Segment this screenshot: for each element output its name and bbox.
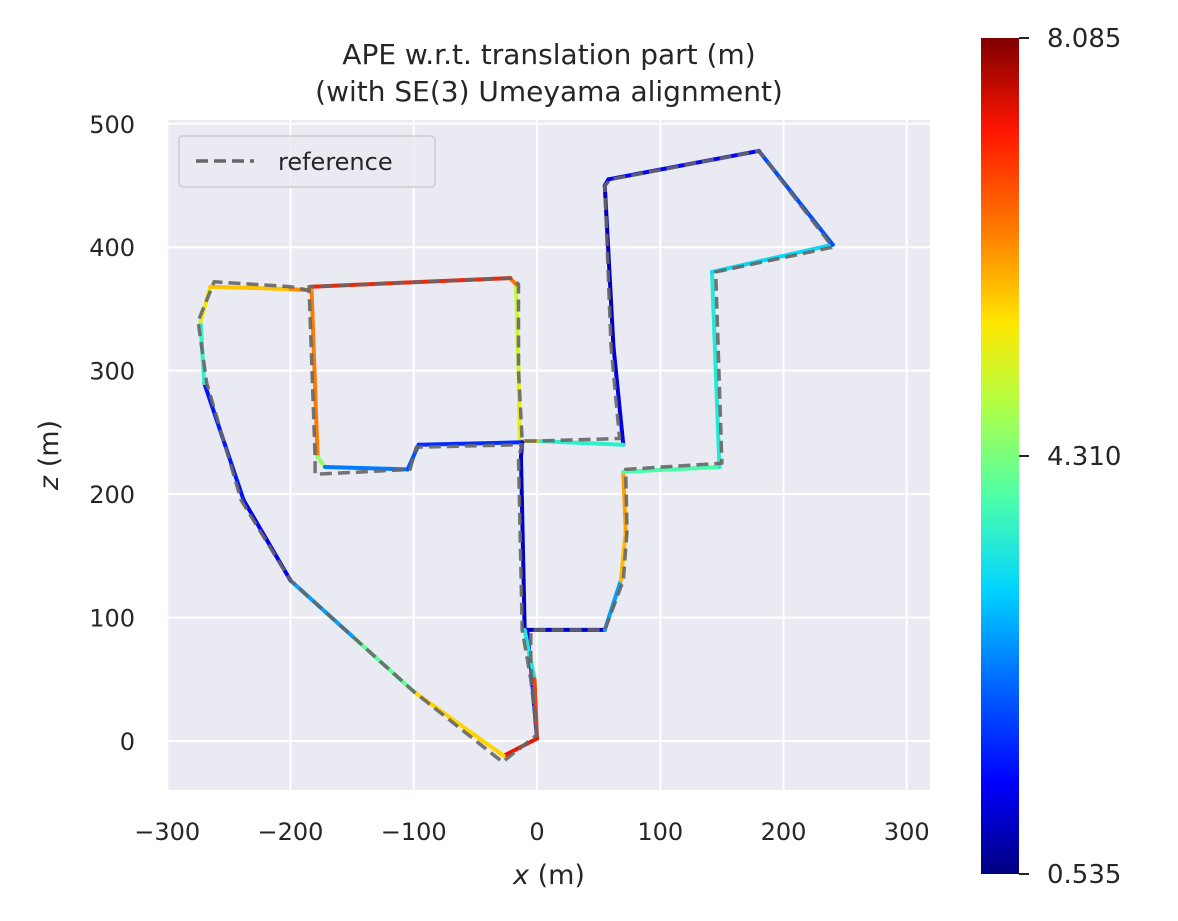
estimate-segment bbox=[621, 464, 722, 474]
colorbar-tick-label: 8.085 bbox=[1047, 24, 1121, 54]
chart-subtitle: (with SE(3) Umeyama alignment) bbox=[315, 75, 783, 108]
estimate-segment bbox=[315, 455, 328, 469]
reference-line bbox=[196, 149, 835, 764]
colorbar-gradient bbox=[981, 38, 1019, 874]
estimate-segment bbox=[611, 343, 626, 447]
colorbar-tick-label: 4.310 bbox=[1047, 442, 1121, 472]
colorbar: 8.085 4.310 0.535 bbox=[981, 24, 1121, 890]
x-tick-label: 300 bbox=[884, 818, 930, 846]
chart-title: APE w.r.t. translation part (m) bbox=[342, 38, 755, 71]
y-tick-label: 200 bbox=[89, 481, 135, 509]
x-tick-label: 200 bbox=[761, 818, 807, 846]
estimate-segment bbox=[416, 440, 525, 447]
y-axis-label: z (m) bbox=[34, 420, 65, 491]
y-tick-label: 100 bbox=[89, 605, 135, 633]
y-tick-label: 300 bbox=[89, 358, 135, 386]
estimate-segment bbox=[710, 269, 722, 469]
x-tick-label: 0 bbox=[529, 818, 544, 846]
x-axis-label: x (m) bbox=[512, 860, 585, 891]
legend-reference-label: reference bbox=[278, 148, 393, 176]
x-tick-label: −200 bbox=[258, 818, 324, 846]
colorbar-ticks: 8.085 4.310 0.535 bbox=[1019, 24, 1121, 890]
plot-background bbox=[168, 120, 930, 790]
y-tick-label: 400 bbox=[89, 234, 135, 262]
y-tick-label: 0 bbox=[120, 728, 135, 756]
y-tick-label: 500 bbox=[89, 111, 135, 139]
reference-trajectory bbox=[196, 149, 835, 764]
x-tick-label: −100 bbox=[381, 818, 447, 846]
legend-box bbox=[178, 135, 436, 188]
estimate-segment bbox=[602, 183, 616, 348]
x-tick-label: −300 bbox=[134, 818, 200, 846]
legend: reference bbox=[178, 135, 436, 188]
estimate-segment bbox=[208, 284, 293, 292]
estimate-segment bbox=[518, 455, 527, 632]
estimate-segment bbox=[309, 284, 320, 460]
axis-ticks: −300 −200 −100 0 100 200 300 0 100 200 300 400 500 bbox=[89, 111, 929, 846]
x-tick-label: 100 bbox=[637, 818, 683, 846]
colorbar-tick-label: 0.535 bbox=[1047, 860, 1121, 890]
